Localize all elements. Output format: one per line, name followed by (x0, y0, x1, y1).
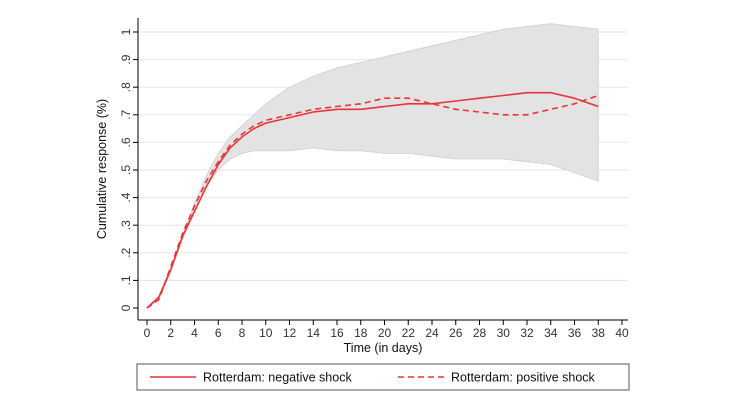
x-tick-label-19: 38 (592, 326, 606, 340)
y-tick-label-1: .1 (119, 275, 133, 285)
x-tick-label-6: 12 (283, 326, 297, 340)
tick-layer: 0.1.2.3.4.5.6.7.8.910 2 4 6 8 10 12 14 16 18 20 22 2… (119, 28, 629, 340)
y-axis-title: Cumulative response (%) (95, 99, 109, 239)
legend-box (136, 363, 630, 391)
y-tick-label-6: .6 (119, 137, 133, 147)
y-tick-label-8: .8 (119, 82, 133, 92)
x-tick-label-0: 0 (144, 326, 151, 340)
series-line-negative-shock (146, 91, 599, 309)
y-tick-label-10: 1 (119, 28, 133, 35)
x-tick-label-1: 2 (167, 326, 174, 340)
series-line-positive-shock (146, 94, 599, 309)
x-tick-label-8: 16 (330, 326, 344, 340)
x-tick-label-13: 26 (449, 326, 463, 340)
confidence-band-layer (146, 23, 599, 309)
x-tick-label-17: 34 (544, 326, 558, 340)
y-tick-label-7: .7 (119, 109, 133, 119)
x-tick-label-3: 6 (215, 326, 222, 340)
x-tick-label-15: 30 (497, 326, 511, 340)
legend-label-negative-shock: Rotterdam: negative shock (203, 371, 352, 385)
x-tick-label-16: 32 (520, 326, 534, 340)
legend-label-positive-shock: Rotterdam: positive shock (451, 371, 596, 385)
axes (137, 18, 628, 321)
y-tick-label-9: .9 (119, 54, 133, 64)
confidence-band (146, 23, 599, 309)
y-tick-label-3: .3 (119, 220, 133, 230)
x-tick-label-2: 4 (191, 326, 198, 340)
y-tick-label-2: .2 (119, 247, 133, 257)
x-tick-label-9: 18 (354, 326, 368, 340)
x-tick-label-4: 8 (239, 326, 246, 340)
y-tick-label-0: 0 (119, 304, 133, 311)
x-axis-title: Time (in days) (344, 341, 423, 355)
x-tick-label-11: 22 (402, 326, 416, 340)
x-tick-label-18: 36 (568, 326, 582, 340)
x-tick-label-14: 28 (473, 326, 487, 340)
x-tick-label-10: 20 (378, 326, 392, 340)
x-tick-label-7: 14 (307, 326, 321, 340)
y-tick-label-5: .5 (119, 165, 133, 175)
x-tick-label-20: 40 (615, 326, 629, 340)
x-tick-label-5: 10 (259, 326, 273, 340)
legend: Rotterdam: negative shock Rotterdam: pos… (136, 363, 630, 391)
series-layer (146, 91, 599, 309)
x-tick-label-12: 24 (425, 326, 439, 340)
y-tick-label-4: .4 (119, 192, 133, 202)
